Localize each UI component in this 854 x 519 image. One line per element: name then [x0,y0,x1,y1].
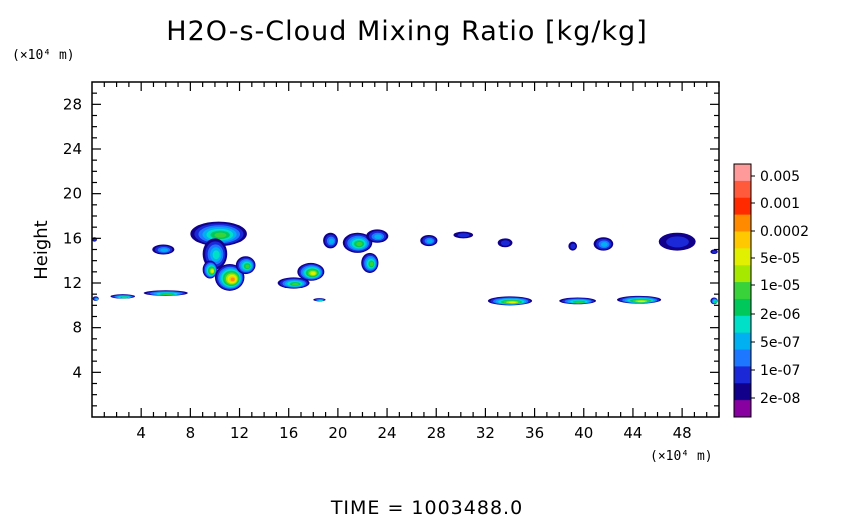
cell-19 [323,232,338,249]
low-layer-50 [710,297,718,305]
colorbar-swatch [734,180,751,199]
anvil-10 [190,221,247,247]
colorbar-swatch [734,400,751,418]
low-layer-34 [487,296,533,306]
low-layer-18 [313,298,326,302]
low-layer-6 [143,290,188,296]
colorbar-label: 2e-06 [760,307,800,323]
cell-9 [202,260,218,279]
cell-50 [710,249,718,254]
x-tick-label: 20 [328,424,347,442]
colorbar-label: 0.0002 [760,224,809,240]
cell-22b [361,252,379,273]
colorbar-label: 5e-05 [760,251,800,267]
cell-30 [453,231,474,239]
colorbar: 0.005 0.001 0.0002 5e-05 1e-05 2e-06 5e-07 1e-0… [733,163,809,418]
low-layer-44 [616,295,662,304]
x-tick-label: 16 [279,424,298,442]
colorbar-swatch [734,383,751,401]
core-11 [214,264,245,291]
colorbar-swatch [734,282,751,300]
y-tick-label: 20 [63,185,82,203]
y-unit-label: (×10⁴ m) [12,48,75,63]
x-tick-label: 8 [186,424,196,442]
x-tick-label: 4 [136,424,146,442]
x-tick-label: 12 [230,424,249,442]
colorbar-label: 1e-07 [760,363,800,379]
colorbar-swatch [734,349,751,367]
colorbar-swatch [734,332,751,350]
x-tick-label: 44 [623,424,642,442]
colorbar-label: 0.001 [760,196,800,212]
colorbar-label: 5e-07 [760,335,800,351]
time-label: TIME = 1003488.0 [330,497,523,519]
chart-title: H2O-s-Cloud Mixing Ratio [kg/kg] [166,16,647,47]
cell-16 [277,277,310,289]
colorbar-swatch [734,366,751,384]
core-12 [235,256,256,275]
y-tick-label: 12 [63,274,82,292]
plot-frame [91,81,720,418]
colorbar-label: 2e-08 [760,391,800,407]
colorbar-swatch [734,248,751,266]
cell-22a [342,232,373,253]
cell-23 [366,229,389,243]
cloud-cell-5 [152,244,175,255]
low-layer-3 [110,294,136,299]
colorbar-swatch [734,214,751,232]
y-tick-label: 24 [63,140,82,158]
cell-39 [568,241,578,251]
x-tick-label: 32 [476,424,495,442]
colorbar-swatch [734,265,751,283]
low-layer-40 [559,297,597,305]
colorbar-swatch [734,164,751,182]
x-unit-label: (×10⁴ m) [650,449,713,464]
y-axis-label: Height [31,220,52,280]
colorbar-label: 0.005 [760,169,800,185]
y-tick-label: 16 [63,229,82,247]
x-tick-label: 48 [673,424,692,442]
x-tick-label: 24 [378,424,397,442]
colorbar-label: 1e-05 [760,278,800,294]
cloud-field [92,221,718,306]
colorbar-swatch [734,298,751,317]
x-tick-label: 40 [574,424,593,442]
cell-34 [497,238,513,248]
colorbar-swatch [734,315,751,334]
colorbar-swatch [734,231,751,249]
cell-27 [420,234,438,247]
cell-18 [297,262,325,281]
x-tick-label: 28 [427,424,446,442]
x-tick-label: 36 [525,424,544,442]
colorbar-swatch [734,197,751,215]
y-tick-label: 4 [72,363,82,381]
y-tick-label: 28 [63,95,82,113]
y-tick-label: 8 [72,319,82,337]
cell-47 [658,232,696,251]
low-layer-0 [92,296,99,301]
cell-41 [593,237,614,251]
